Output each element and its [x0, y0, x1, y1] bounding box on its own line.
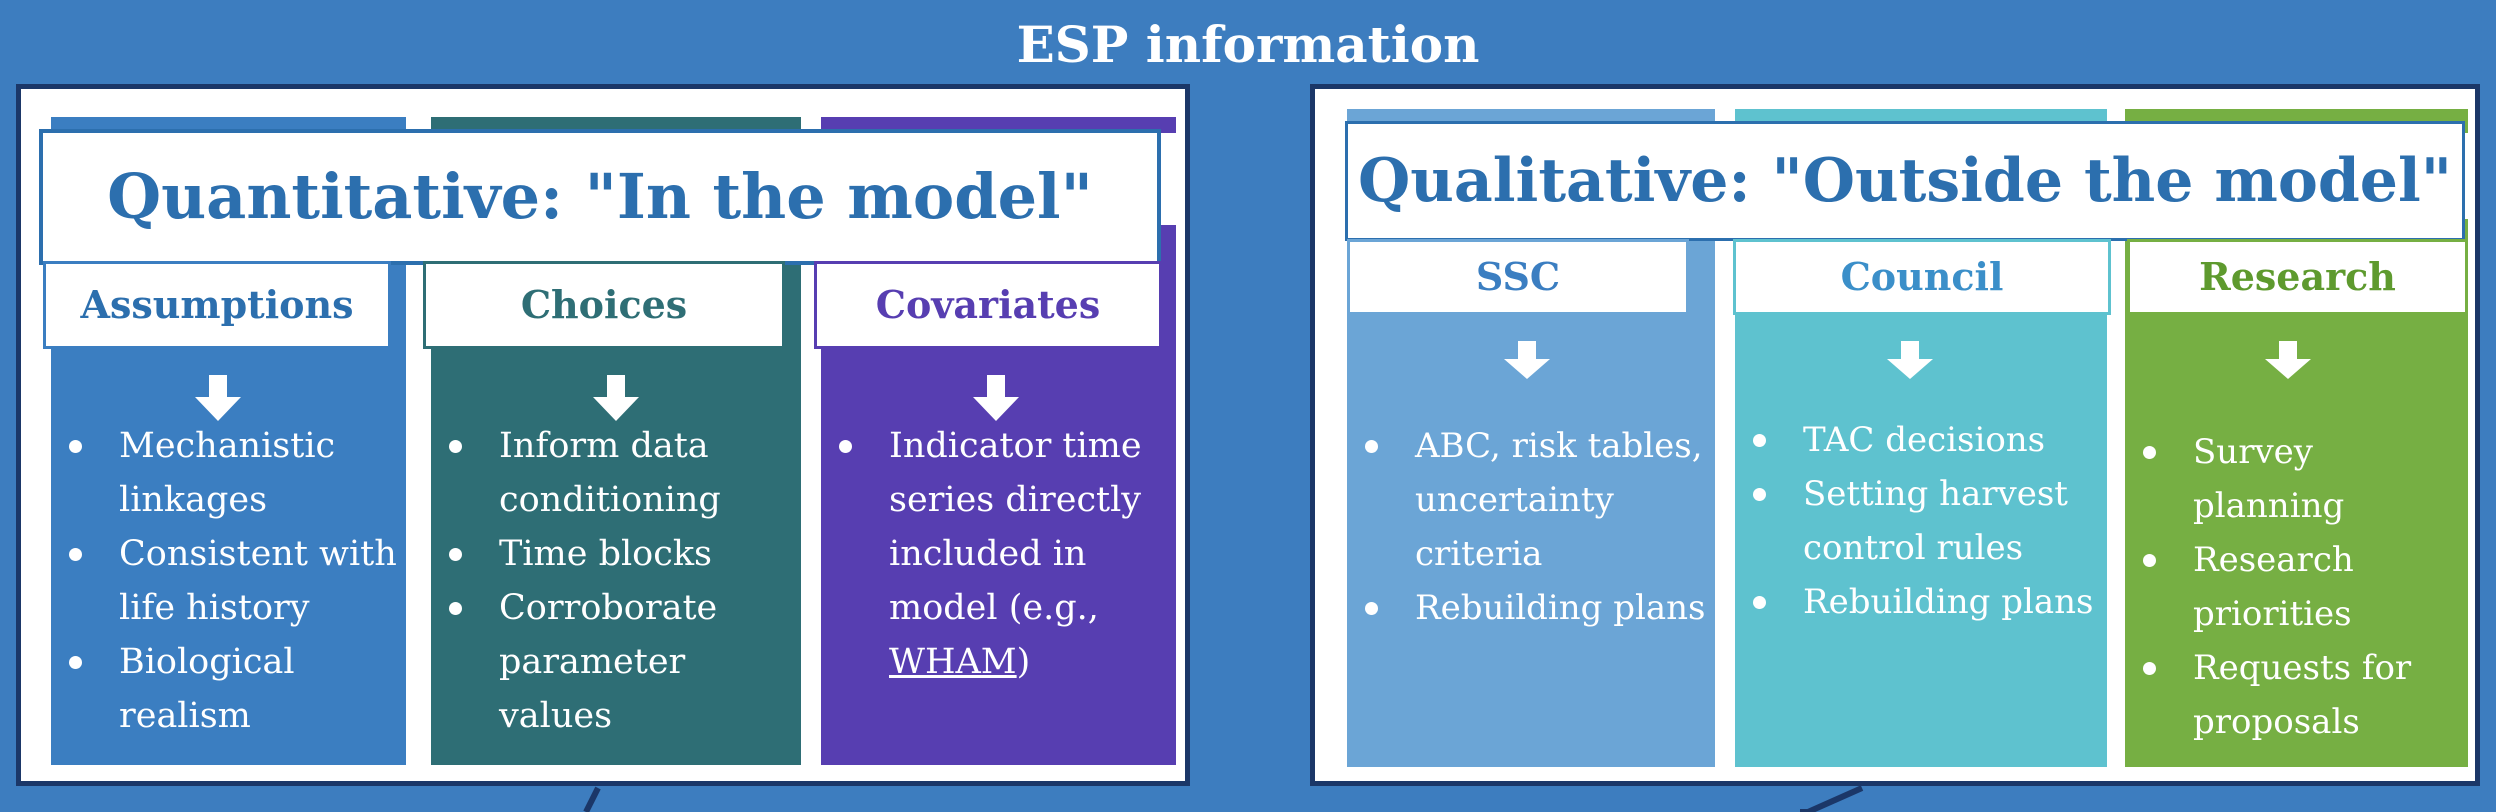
covariates-heading: Covariates	[814, 261, 1162, 349]
choices-heading: Choices	[423, 261, 785, 349]
bullet-item: Indicator time series directly included …	[821, 419, 1166, 689]
bullet-item: Research priorities	[2125, 533, 2468, 641]
quantitative-title: Quantitative: "In the model"	[39, 129, 1161, 265]
assumptions-heading: Assumptions	[43, 261, 391, 349]
bullet-item: Survey planning	[2125, 425, 2468, 533]
bullet-item: Corroborate parameter values	[431, 581, 801, 743]
bullet-item: Inform data conditioning	[431, 419, 801, 527]
bullet-item: Rebuilding plans	[1347, 581, 1715, 635]
down-arrow-icon	[1504, 341, 1550, 379]
qualitative-panel: ABC, risk tables, uncertainty criteria R…	[1310, 84, 2480, 786]
down-arrow-icon	[593, 375, 639, 421]
down-arrow-icon	[195, 375, 241, 421]
bullet-item: Rebuilding plans	[1735, 575, 2107, 629]
ssc-bullets: ABC, risk tables, uncertainty criteria R…	[1347, 419, 1715, 635]
research-heading: Research	[2127, 239, 2468, 315]
down-arrow-icon	[2265, 341, 2311, 379]
connector-lines	[583, 786, 1864, 812]
bullet-item: Consistent with life history	[51, 527, 406, 635]
council-bullets: TAC decisions Setting harvest control ru…	[1735, 413, 2107, 629]
qualitative-title: Qualitative: "Outside the model"	[1345, 121, 2465, 241]
ssc-heading: SSC	[1347, 239, 1689, 315]
page-title: ESP information	[1016, 15, 1480, 74]
down-arrow-icon	[973, 375, 1019, 421]
bullet-item: Mechanistic linkages	[51, 419, 406, 527]
wham-link[interactable]: WHAM	[889, 642, 1017, 682]
assumptions-bullets: Mechanistic linkages Consistent with lif…	[51, 419, 406, 743]
quantitative-panel: Mechanistic linkages Consistent with lif…	[16, 84, 1190, 786]
choices-bullets: Inform data conditioning Time blocks Cor…	[431, 419, 801, 743]
bullet-item: Setting harvest control rules	[1735, 467, 2107, 575]
bullet-item: ABC, risk tables, uncertainty criteria	[1347, 419, 1715, 581]
bullet-item: Biological realism	[51, 635, 406, 743]
bullet-item: Time blocks	[431, 527, 801, 581]
council-heading: Council	[1733, 239, 2111, 315]
covariates-bullets: Indicator time series directly included …	[821, 419, 1166, 689]
bullet-item: Requests for proposals	[2125, 641, 2468, 749]
bullet-item: TAC decisions	[1735, 413, 2107, 467]
research-bullets: Survey planning Research priorities Requ…	[2125, 425, 2468, 749]
down-arrow-icon	[1887, 341, 1933, 379]
